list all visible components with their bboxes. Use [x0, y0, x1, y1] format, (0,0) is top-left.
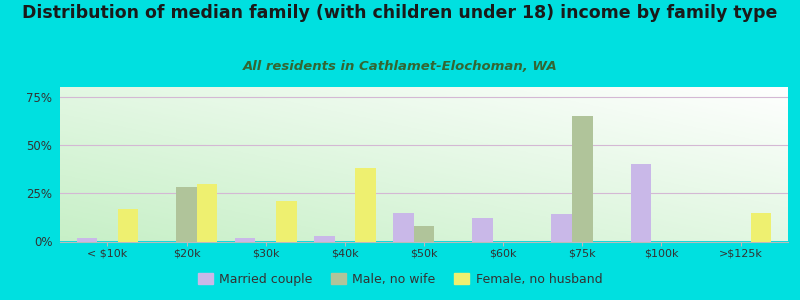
Bar — [751, 212, 771, 242]
Bar — [197, 184, 218, 242]
Bar — [472, 218, 493, 242]
Bar — [118, 209, 138, 242]
Text: All residents in Cathlamet-Elochoman, WA: All residents in Cathlamet-Elochoman, WA — [242, 60, 558, 73]
Bar — [393, 212, 414, 242]
Bar — [630, 164, 651, 242]
Bar — [314, 236, 334, 242]
Bar — [355, 168, 376, 242]
Bar — [77, 238, 97, 242]
Bar — [276, 201, 297, 242]
Text: Distribution of median family (with children under 18) income by family type: Distribution of median family (with chil… — [22, 4, 778, 22]
Bar — [572, 116, 593, 242]
Bar — [235, 238, 255, 242]
Bar — [414, 226, 434, 242]
Legend: Married couple, Male, no wife, Female, no husband: Married couple, Male, no wife, Female, n… — [193, 268, 607, 291]
Bar — [176, 188, 197, 242]
Bar — [551, 214, 572, 242]
